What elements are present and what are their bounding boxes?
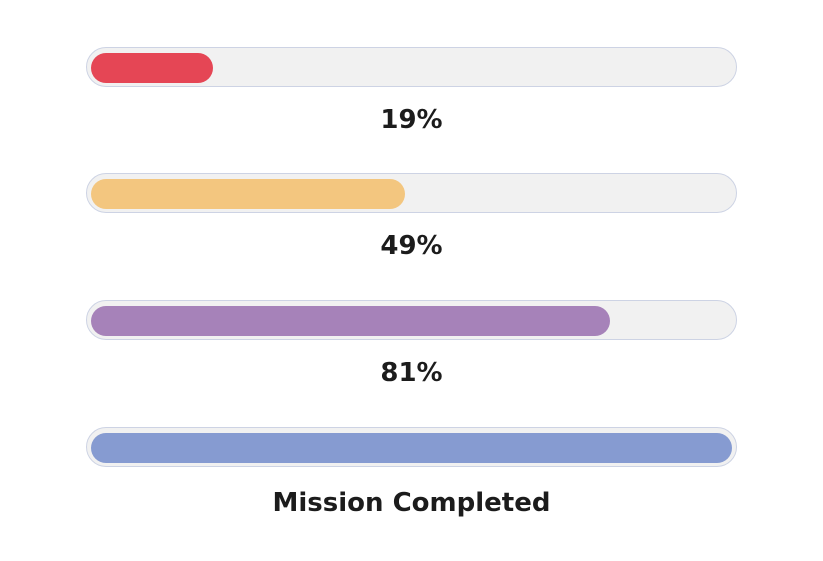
progress-track xyxy=(86,47,737,87)
progress-label: 81% xyxy=(380,358,443,388)
progress-group-3: 81% xyxy=(86,300,737,389)
progress-track xyxy=(86,300,737,340)
progress-label: 49% xyxy=(380,231,443,261)
mission-completed-label: Mission Completed xyxy=(272,488,551,518)
progress-fill xyxy=(91,53,213,83)
progress-group-4: Mission Completed xyxy=(86,427,737,519)
progress-track xyxy=(86,173,737,213)
progress-group-1: 19% xyxy=(86,47,737,136)
progress-fill xyxy=(91,306,610,336)
progress-fill xyxy=(91,433,732,463)
progress-group-2: 49% xyxy=(86,173,737,262)
progress-track xyxy=(86,427,737,467)
progress-label: 19% xyxy=(380,105,443,135)
progress-fill xyxy=(91,179,405,209)
